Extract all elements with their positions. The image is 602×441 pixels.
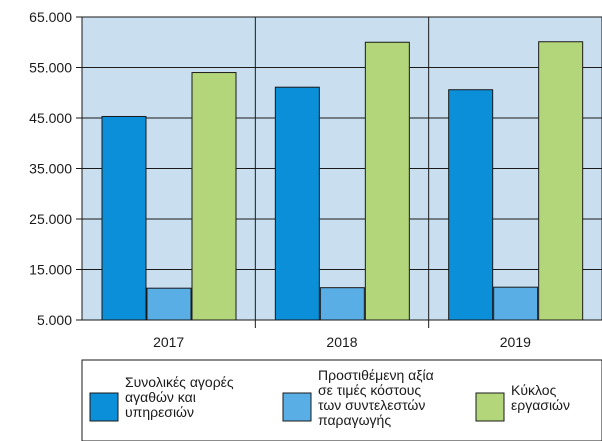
x-tick-label: 2019: [500, 334, 531, 350]
legend-swatch-3: [475, 392, 505, 422]
legend-label-2: παραγωγής: [318, 412, 391, 428]
y-tick-label: 25.000: [29, 211, 72, 227]
axes: [76, 16, 602, 321]
y-tick-label: 35.000: [29, 161, 72, 177]
legend-label-2: σε τιμές κόστους: [318, 382, 421, 398]
legend-label-1: αγαθών και: [125, 389, 196, 405]
y-tick-labels: 65.000 55.000 45.000 35.000 25.000 15.000 5.00…: [29, 9, 72, 328]
legend-label-3: Κύκλος: [511, 382, 557, 398]
y-tick-label: 45.000: [29, 110, 72, 126]
y-tick-label: 15.000: [29, 262, 72, 278]
bar-2017-series-3: [191, 72, 237, 321]
bar-2017-series-2: [146, 287, 192, 321]
legend-swatch-2: [282, 392, 312, 422]
bar-2019-series-1: [448, 89, 494, 321]
legend-label-3: εργασιών: [511, 397, 570, 413]
y-tick-label: 5.000: [37, 312, 72, 328]
plot-frame: [81, 16, 602, 321]
bar-2019-series-2: [493, 286, 539, 321]
y-tick-label: 65.000: [29, 9, 72, 25]
legend-swatch-1: [89, 392, 119, 422]
legend-box: [81, 359, 602, 441]
bar-2018-series-2: [319, 287, 365, 321]
bars: [101, 41, 584, 321]
bar-2018-series-1: [274, 86, 320, 321]
bar-2018-series-3: [364, 41, 410, 321]
x-tick-label: 2017: [153, 334, 184, 350]
y-tick-label: 55.000: [29, 60, 72, 76]
legend-label-1: υπηρεσιών: [125, 404, 194, 420]
x-tick-label: 2018: [326, 334, 357, 350]
legend-label-2: των συντελεστών: [318, 397, 425, 413]
legend-label-1: Συνολικές αγορές: [125, 374, 234, 390]
bar-2017-series-1: [101, 115, 147, 321]
x-tick-labels: 2017 2018 2019: [153, 334, 531, 350]
legend-label-2: Προστιθέμενη αξία: [318, 367, 434, 383]
bar-2019-series-3: [538, 41, 584, 321]
